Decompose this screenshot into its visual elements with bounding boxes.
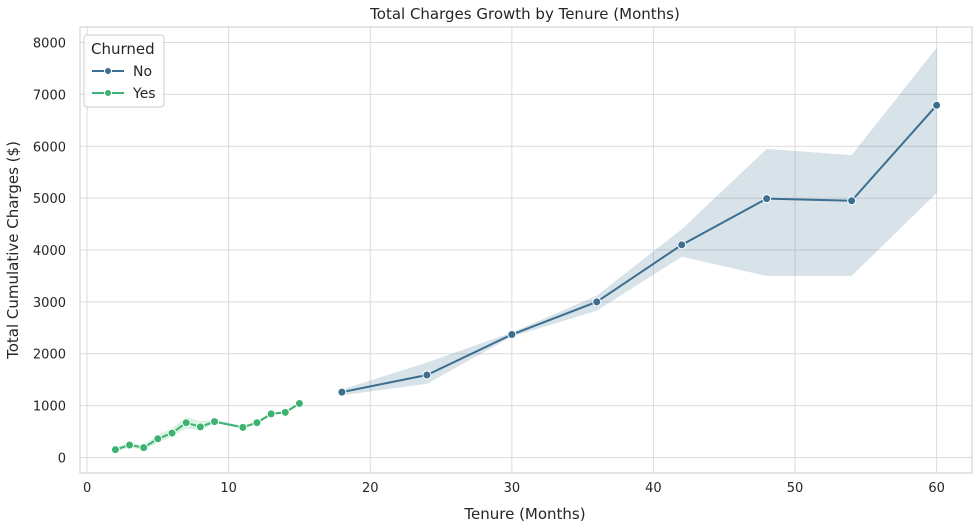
x-tick-label: 10 <box>220 481 237 496</box>
legend-label-yes: Yes <box>132 86 156 102</box>
x-axis-ticks: 0 10 20 30 40 50 60 <box>83 481 945 496</box>
data-point-yes <box>139 443 149 453</box>
y-axis-ticks: 0 1000 2000 3000 4000 5000 6000 7000 8000 <box>33 37 66 467</box>
data-point-no <box>847 196 857 206</box>
x-tick-label: 50 <box>787 481 804 496</box>
x-tick-label: 30 <box>504 481 521 496</box>
data-point-yes <box>280 407 290 417</box>
chart-title: Total Charges Growth by Tenure (Months) <box>369 5 680 23</box>
x-axis-label: Tenure (Months) <box>463 505 585 523</box>
data-point-no <box>337 387 347 397</box>
data-point-yes <box>181 418 191 428</box>
data-point-yes <box>210 417 220 427</box>
data-point-no <box>762 194 772 204</box>
y-axis-label: Total Cumulative Charges ($) <box>4 141 22 360</box>
x-tick-label: 0 <box>83 481 91 496</box>
data-point-yes <box>110 445 120 455</box>
data-point-yes <box>125 440 135 450</box>
y-tick-label: 8000 <box>33 37 66 52</box>
data-point-yes <box>195 422 205 432</box>
y-tick-label: 0 <box>58 451 66 466</box>
data-point-yes <box>294 399 304 409</box>
data-point-no <box>677 240 687 250</box>
x-tick-label: 60 <box>928 481 945 496</box>
data-point-yes <box>153 434 163 444</box>
y-tick-label: 3000 <box>33 296 66 311</box>
y-tick-label: 1000 <box>33 400 66 415</box>
grid <box>80 27 972 473</box>
data-point-yes <box>167 428 177 438</box>
y-tick-label: 7000 <box>33 88 66 103</box>
legend-title: Churned <box>91 40 155 58</box>
legend-marker-no <box>104 67 112 75</box>
y-tick-label: 5000 <box>33 192 66 207</box>
plot-frame <box>79 26 973 474</box>
x-tick-label: 20 <box>362 481 379 496</box>
y-tick-label: 4000 <box>33 244 66 259</box>
data-point-yes <box>238 422 248 432</box>
legend: Churned No Yes <box>83 34 165 108</box>
x-tick-label: 40 <box>645 481 662 496</box>
data-point-yes <box>252 418 262 428</box>
legend-label-no: No <box>133 64 152 80</box>
y-tick-label: 6000 <box>33 140 66 155</box>
series-line-no <box>341 104 938 394</box>
data-point-no <box>422 370 432 380</box>
data-point-no <box>592 297 602 307</box>
confidence-band-no <box>341 47 937 396</box>
series-points <box>110 100 942 455</box>
data-point-no <box>507 330 517 340</box>
y-tick-label: 2000 <box>33 348 66 363</box>
data-point-yes <box>266 409 276 419</box>
legend-marker-yes <box>104 89 112 97</box>
data-point-no <box>932 100 942 110</box>
